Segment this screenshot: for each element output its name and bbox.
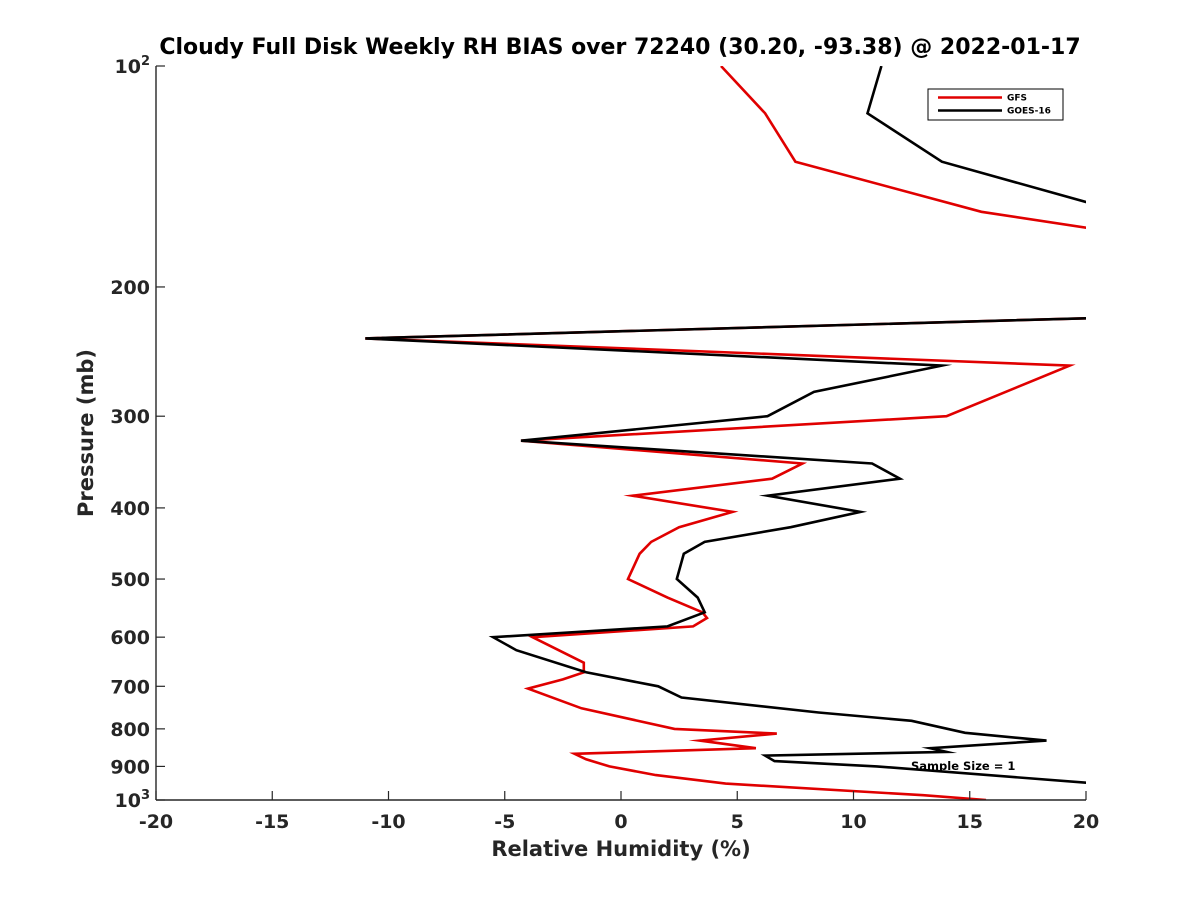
y-axis-label: Pressure (mb)	[74, 349, 98, 517]
x-tick-label: -20	[139, 811, 173, 833]
x-tick-label: -15	[255, 811, 289, 833]
y-tick-label: 700	[110, 676, 150, 698]
x-tick-label: 0	[614, 811, 627, 833]
y-tick-label: 200	[110, 277, 150, 299]
y-tick-label: 900	[110, 756, 150, 778]
x-tick-label: -10	[371, 811, 405, 833]
sample-size-annotation: Sample Size = 1	[911, 759, 1015, 773]
x-tick-label: -5	[494, 811, 515, 833]
series-line-goes-16	[365, 66, 1086, 785]
y-tick-label-base: 10	[115, 790, 141, 812]
y-tick-label-base: 10	[115, 56, 141, 78]
y-tick-label: 400	[110, 498, 150, 520]
x-axis-label: Relative Humidity (%)	[491, 837, 750, 861]
series-layer	[365, 66, 1086, 800]
y-tick-label: 103	[115, 788, 151, 812]
y-tick-label: 800	[110, 719, 150, 741]
y-tick-label: 600	[110, 627, 150, 649]
x-tick-label: 20	[1073, 811, 1099, 833]
chart-title: Cloudy Full Disk Weekly RH BIAS over 722…	[159, 35, 1080, 60]
x-tick-label: 5	[731, 811, 744, 833]
y-tick-label: 300	[110, 406, 150, 428]
x-tick-label: 10	[840, 811, 866, 833]
x-ticks: -20 -15 -10 -5 0 5 10 15 20	[139, 791, 1099, 833]
x-tick-label: 15	[957, 811, 983, 833]
legend-label-gfs: GFS	[1007, 94, 1027, 104]
legend-label-goes16: GOES-16	[1007, 107, 1051, 117]
y-tick-label: 500	[110, 569, 150, 591]
y-tick-label-exponent: 3	[141, 788, 150, 803]
y-tick-label-exponent: 2	[141, 54, 150, 69]
legend-box	[927, 88, 1064, 121]
legend: GFS GOES-16	[927, 88, 1064, 121]
y-tick-label: 102	[115, 54, 151, 78]
